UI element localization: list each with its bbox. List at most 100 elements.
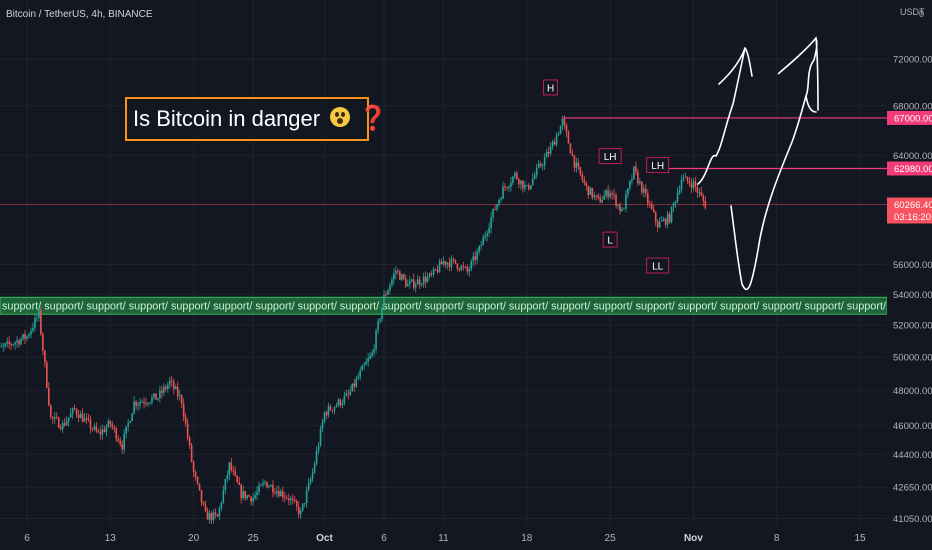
candle-body [581, 174, 584, 180]
candle-body [256, 491, 258, 496]
candle-body [155, 393, 157, 400]
candle-body [339, 399, 342, 406]
candle-body [305, 490, 308, 503]
candle-body [444, 261, 447, 265]
candle-body [533, 175, 536, 179]
candle-body [702, 195, 705, 201]
candle-body [226, 475, 229, 479]
candle-body [67, 417, 70, 422]
candle-body [196, 476, 199, 484]
candle-body [123, 434, 125, 450]
candle-body [646, 193, 649, 204]
candle-body [633, 166, 635, 180]
price-tick-label: 42650.00 [893, 483, 932, 494]
candle-body [704, 200, 707, 208]
candle-body [543, 157, 546, 166]
candle-body [397, 270, 399, 272]
structure-label-l: L [607, 236, 613, 247]
candle-body [470, 261, 473, 270]
candle-body [69, 413, 72, 418]
candle-body [169, 380, 171, 385]
candle-body [656, 221, 659, 228]
candle-body [131, 413, 133, 422]
candle-body [537, 163, 540, 168]
candle-body [16, 340, 18, 343]
candle-body [198, 483, 201, 491]
candle-body [103, 429, 106, 432]
candle-body [407, 284, 409, 287]
candle-body [170, 380, 173, 382]
question-mark-icon: ❓ [358, 105, 389, 132]
candle-body [561, 118, 564, 126]
candle-body [555, 135, 558, 145]
candle-body [684, 176, 687, 178]
candle-body [668, 214, 671, 223]
currency-label[interactable]: USDT [900, 7, 925, 17]
candle-body [157, 398, 159, 400]
candle-body [452, 258, 455, 260]
candle-body [428, 273, 431, 277]
candle-body [597, 195, 599, 198]
candle-body [609, 193, 611, 197]
candle-body [53, 416, 56, 419]
candle-body [288, 498, 290, 501]
candle-body [603, 195, 605, 200]
candle-body [333, 407, 336, 411]
candle-body [182, 403, 185, 417]
support-zone-label: support/ support/ support/ support/ supp… [2, 300, 887, 312]
candle-body [446, 262, 449, 265]
price-tick-label: 72000.00 [893, 55, 932, 66]
candle-body [573, 155, 576, 168]
candle-body [272, 484, 274, 493]
candle-body [180, 395, 183, 404]
candle-body [391, 279, 393, 286]
candle-body [639, 181, 641, 184]
candle-body [682, 177, 685, 180]
candle-body [545, 151, 548, 158]
candle-body [163, 386, 165, 393]
candle-body [190, 445, 193, 462]
candle-body [36, 317, 38, 319]
candle-body [105, 427, 108, 432]
candle-body [317, 445, 320, 451]
candle-body [531, 178, 534, 186]
candle-body [440, 261, 443, 265]
candle-body [387, 290, 389, 295]
structure-label-box [646, 257, 670, 274]
candle-body [115, 428, 118, 440]
candle-body [325, 412, 328, 416]
current-price-tag-bg [887, 197, 932, 224]
time-tick-label: 20 [188, 533, 200, 544]
candle-body [416, 279, 419, 285]
candle-body [212, 512, 215, 521]
candle-body [143, 401, 145, 404]
candle-body [363, 364, 365, 367]
candle-body [51, 417, 54, 419]
candle-body [676, 192, 679, 202]
candle-body [692, 181, 695, 188]
candle-body [518, 179, 520, 185]
candle-body [319, 428, 322, 446]
candle-body [117, 439, 120, 441]
candle-body [541, 165, 544, 167]
candle-body [165, 386, 167, 389]
candle-body [315, 450, 318, 465]
candle-body [635, 166, 637, 172]
candle-body [686, 176, 689, 182]
candle-body [393, 273, 395, 280]
axis-settings-icon[interactable]: 0 [919, 9, 925, 19]
candle-body [89, 419, 92, 429]
candle-body [516, 172, 518, 180]
candle-body [240, 484, 242, 499]
candle-body [85, 418, 88, 419]
candle-body [135, 401, 137, 406]
candle-body [367, 358, 369, 362]
candle-body [295, 501, 298, 507]
horizontal-levels [0, 117, 887, 205]
candle-body [583, 179, 586, 183]
candle-body [369, 355, 371, 359]
candle-body [178, 395, 181, 397]
